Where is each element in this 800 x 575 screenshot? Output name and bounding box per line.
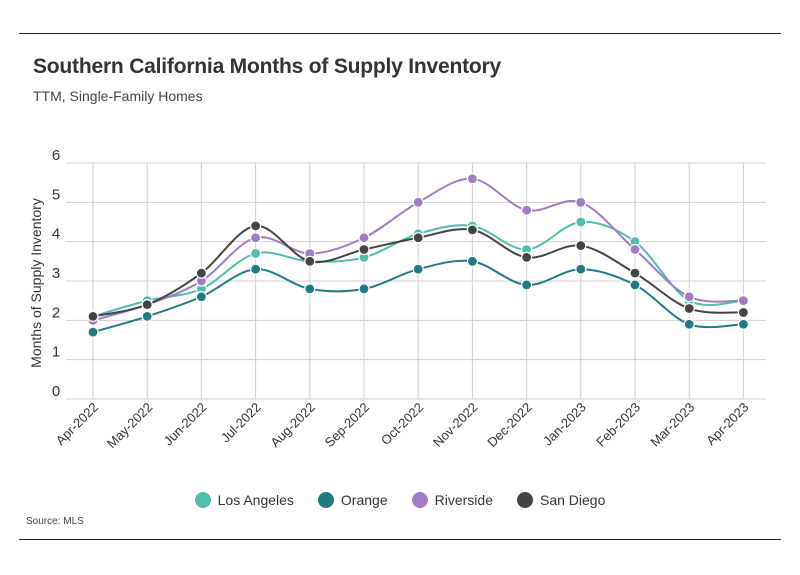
- y-tick-label: 0: [52, 383, 60, 400]
- x-tick-label: Jul-2022: [218, 400, 264, 446]
- x-tick-label: Feb-2023: [593, 400, 643, 450]
- data-point-orange: [358, 283, 370, 295]
- x-tick-label: Aug-2022: [267, 400, 317, 450]
- x-tick-label: Jan-2023: [540, 400, 589, 449]
- data-point-orange: [575, 263, 587, 275]
- data-point-orange: [141, 310, 153, 322]
- data-point-riverside: [358, 232, 370, 244]
- data-point-los-angeles: [250, 247, 262, 260]
- data-point-san-diego: [629, 267, 641, 279]
- x-tick-label: May-2022: [104, 400, 155, 451]
- legend-label: Riverside: [434, 492, 493, 508]
- chart-legend: Los Angeles Orange Riverside San Diego: [0, 492, 800, 508]
- legend-label: Orange: [340, 492, 388, 508]
- x-tick-label: Apr-2023: [703, 400, 751, 448]
- legend-swatch: [516, 492, 533, 508]
- data-point-orange: [304, 283, 316, 295]
- data-point-san-diego: [466, 224, 478, 236]
- data-point-riverside: [737, 295, 750, 307]
- x-tick-label: Mar-2023: [647, 400, 697, 450]
- y-tick-label: 4: [52, 226, 60, 243]
- data-point-riverside: [683, 291, 695, 303]
- data-point-san-diego: [250, 220, 262, 232]
- x-tick-label: Nov-2022: [430, 400, 480, 450]
- bottom-rule: [19, 539, 781, 540]
- data-point-san-diego: [304, 255, 316, 267]
- legend-label: San Diego: [539, 492, 606, 508]
- x-tick-label: Sep-2022: [322, 400, 372, 450]
- y-axis-label: Months of Supply Inventory: [28, 198, 44, 368]
- data-point-orange: [629, 279, 641, 291]
- x-tick-label: Jun-2022: [161, 400, 210, 449]
- data-point-riverside: [250, 232, 262, 244]
- top-rule: [19, 33, 781, 34]
- legend-item-los-angeles: Los Angeles: [194, 492, 294, 508]
- data-point-san-diego: [87, 310, 99, 322]
- data-point-san-diego: [358, 243, 370, 256]
- data-point-orange: [520, 279, 533, 291]
- data-point-san-diego: [575, 240, 587, 252]
- source-note: Source: MLS: [26, 516, 84, 527]
- data-point-orange: [683, 318, 695, 330]
- data-point-san-diego: [141, 299, 153, 311]
- data-point-san-diego: [520, 251, 533, 263]
- data-point-orange: [737, 318, 750, 330]
- y-tick-label: 1: [52, 344, 60, 361]
- data-point-orange: [250, 263, 262, 275]
- x-tick-label: Oct-2022: [378, 400, 426, 448]
- data-point-riverside: [575, 196, 587, 208]
- y-tick-label: 2: [52, 304, 60, 321]
- legend-swatch: [411, 492, 428, 508]
- data-point-san-diego: [412, 232, 424, 244]
- data-point-orange: [412, 263, 424, 275]
- y-tick-label: 6: [52, 147, 60, 164]
- legend-item-riverside: Riverside: [411, 492, 493, 508]
- data-point-riverside: [466, 173, 478, 185]
- legend-label: Los Angeles: [217, 492, 294, 508]
- legend-item-san-diego: San Diego: [516, 492, 606, 508]
- y-tick-label: 5: [52, 186, 60, 203]
- chart-title: Southern California Months of Supply Inv…: [33, 55, 501, 78]
- legend-swatch: [194, 492, 211, 508]
- data-point-san-diego: [737, 306, 750, 319]
- data-point-riverside: [520, 204, 533, 216]
- chart-subtitle: TTM, Single-Family Homes: [33, 88, 203, 104]
- data-point-orange: [195, 291, 207, 303]
- data-point-san-diego: [683, 302, 695, 315]
- y-tick-label: 3: [52, 265, 60, 282]
- data-point-orange: [466, 255, 478, 267]
- legend-item-orange: Orange: [317, 492, 388, 508]
- data-point-san-diego: [195, 267, 207, 279]
- x-tick-label: Dec-2022: [484, 400, 534, 450]
- data-point-los-angeles: [575, 216, 587, 228]
- x-tick-label: Apr-2022: [53, 400, 101, 448]
- data-point-riverside: [412, 196, 424, 208]
- data-point-riverside: [629, 243, 641, 256]
- legend-swatch: [317, 492, 334, 508]
- data-point-orange: [87, 326, 99, 338]
